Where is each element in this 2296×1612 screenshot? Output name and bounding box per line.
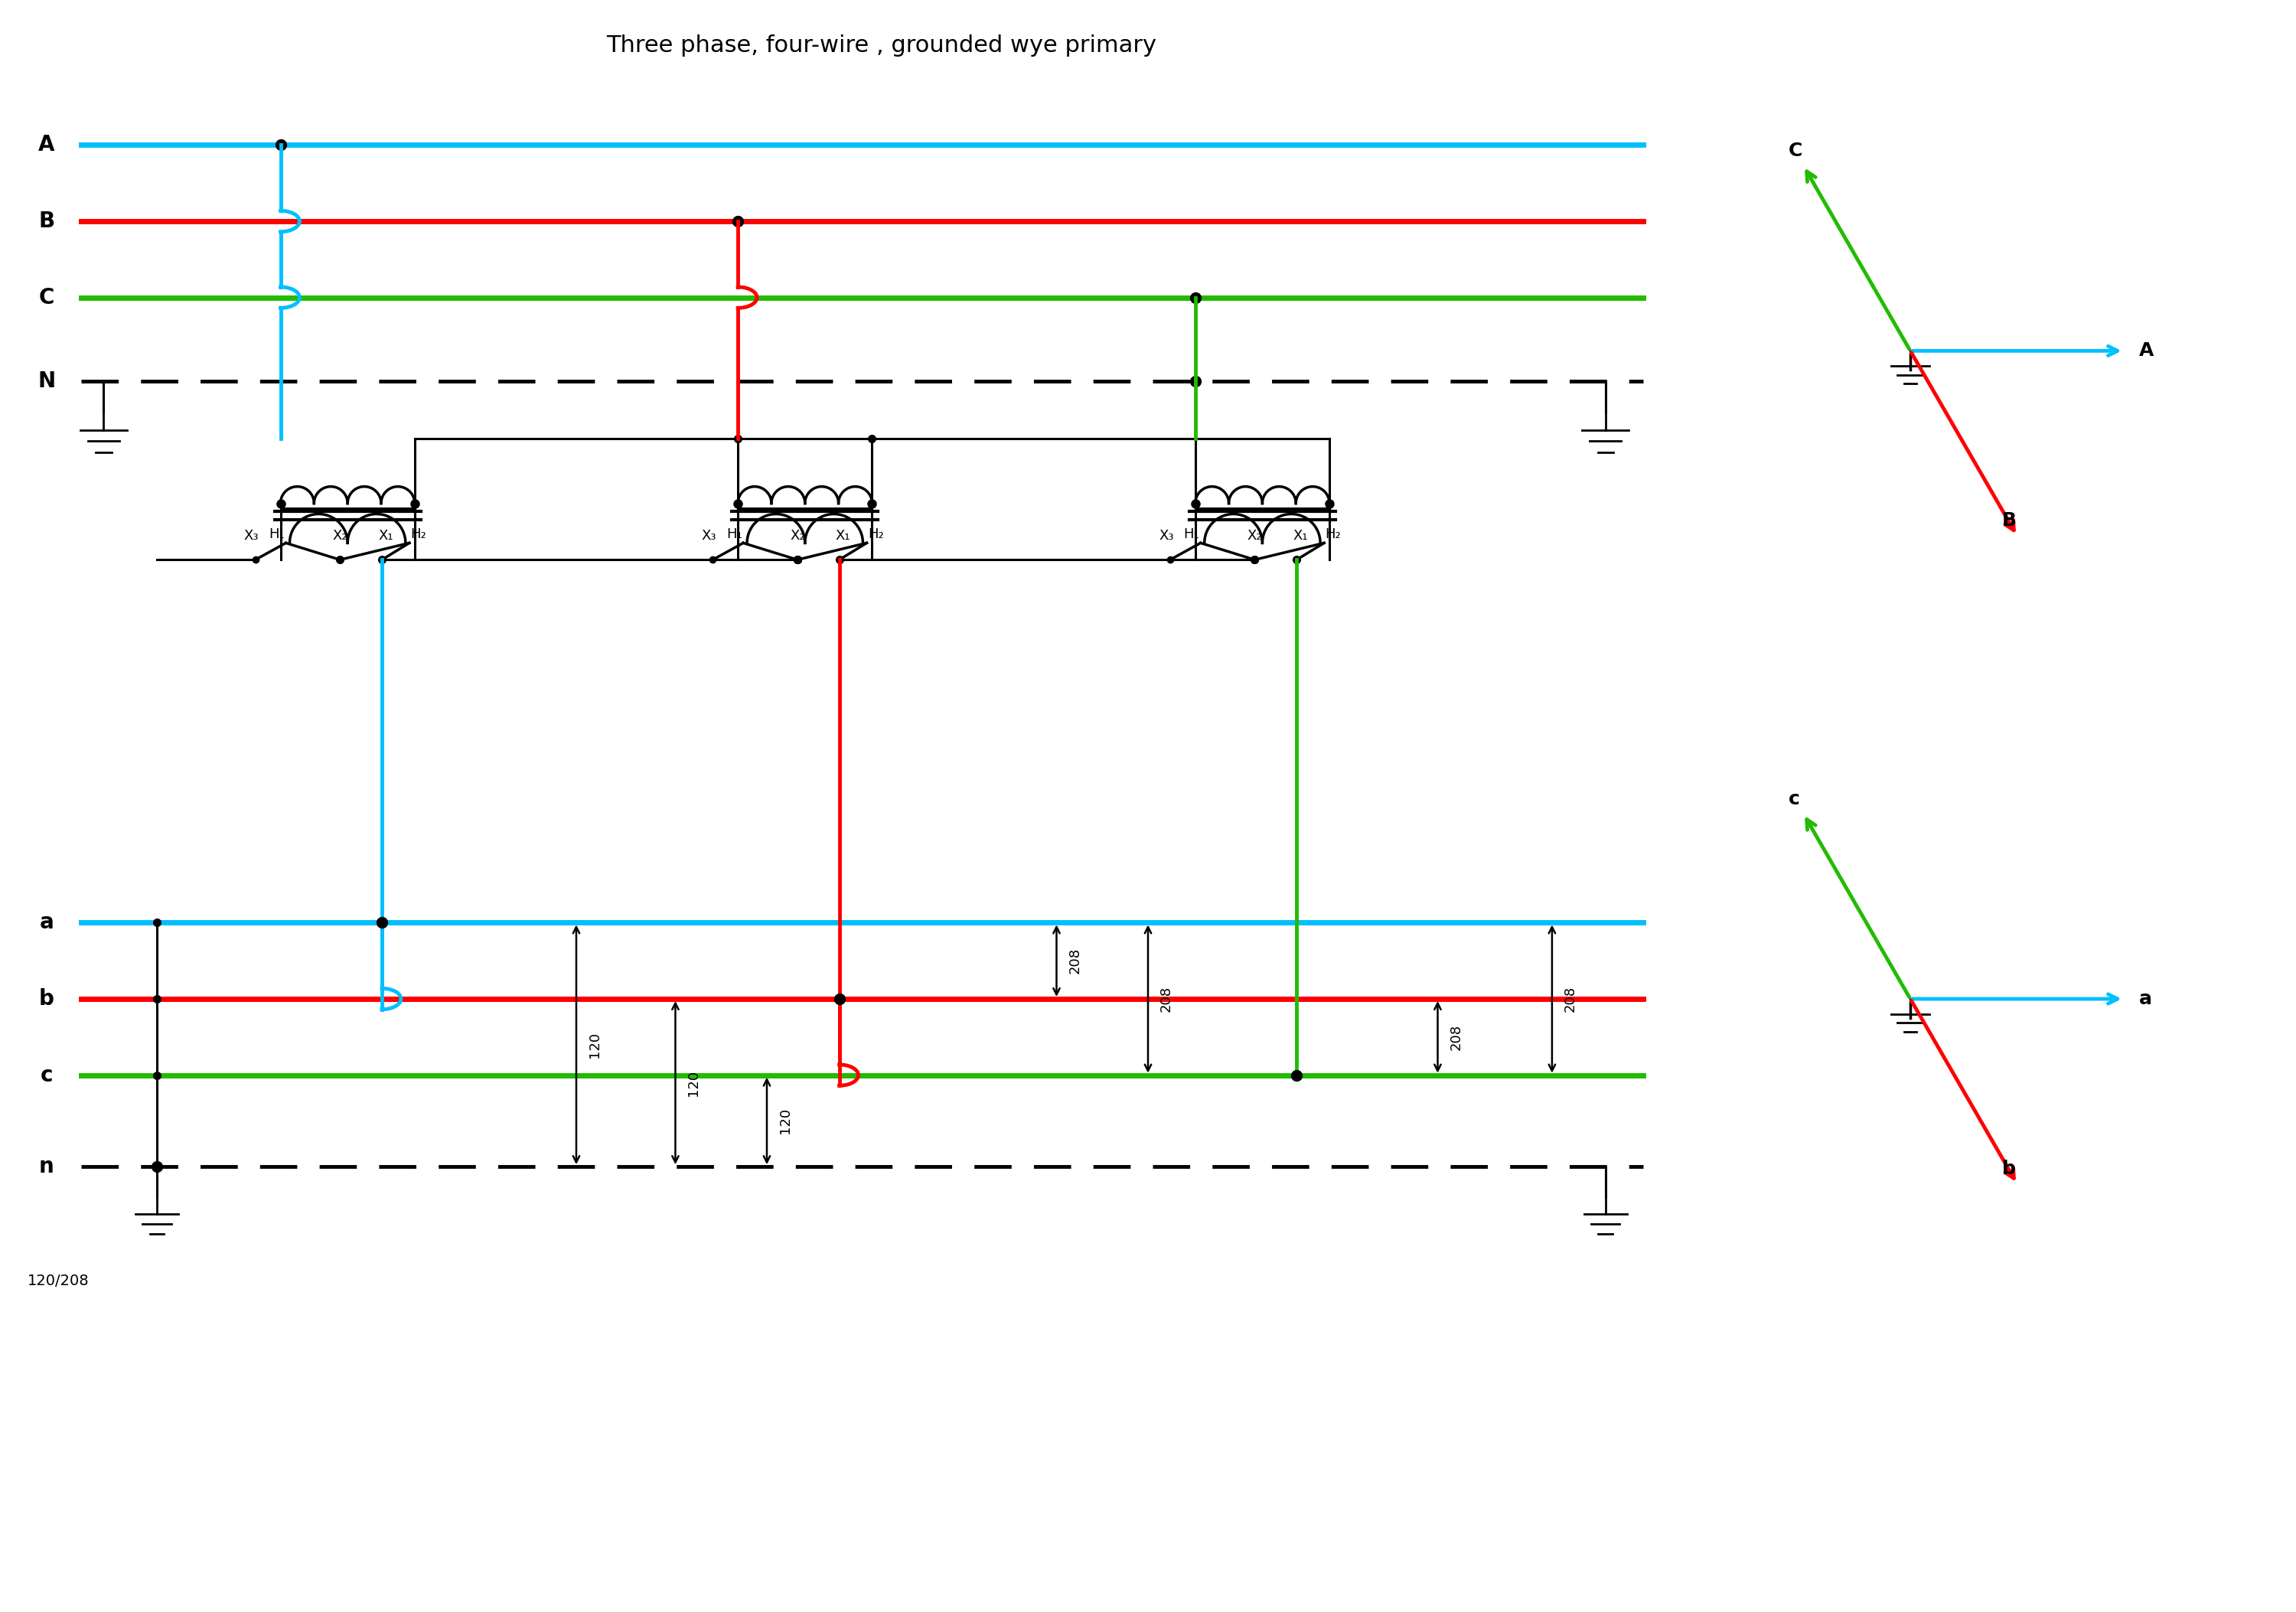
Text: H₁: H₁	[726, 527, 742, 542]
Text: c: c	[1789, 790, 1800, 808]
Text: Three phase, four-wire , grounded wye primary: Three phase, four-wire , grounded wye pr…	[606, 35, 1157, 56]
Text: 208: 208	[1449, 1024, 1463, 1049]
Text: X₂: X₂	[1247, 529, 1263, 543]
Text: b: b	[39, 988, 55, 1009]
Text: N: N	[37, 371, 55, 392]
Text: A: A	[2140, 342, 2154, 359]
Text: B: B	[2002, 511, 2016, 530]
Text: a: a	[39, 912, 53, 933]
Text: X₁: X₁	[836, 529, 850, 543]
Text: 120: 120	[778, 1107, 792, 1133]
Text: H₁: H₁	[1182, 527, 1199, 542]
Text: 120: 120	[588, 1032, 602, 1057]
Text: a: a	[2140, 990, 2151, 1008]
Text: C: C	[39, 287, 55, 308]
Text: C: C	[1789, 142, 1802, 160]
Text: 208: 208	[1564, 987, 1577, 1012]
Text: B: B	[39, 211, 55, 232]
Text: H₂: H₂	[1325, 527, 1341, 542]
Text: H₂: H₂	[411, 527, 427, 542]
Text: b: b	[2002, 1159, 2016, 1178]
Text: X₁: X₁	[379, 529, 393, 543]
Text: 120: 120	[687, 1070, 700, 1096]
Text: X₃: X₃	[703, 529, 716, 543]
Text: X₃: X₃	[243, 529, 259, 543]
Text: H₂: H₂	[868, 527, 884, 542]
Text: X₂: X₂	[333, 529, 347, 543]
Text: 208: 208	[1068, 948, 1081, 974]
Text: X₁: X₁	[1293, 529, 1309, 543]
Text: X₃: X₃	[1159, 529, 1173, 543]
Text: 208: 208	[1159, 987, 1173, 1012]
Text: X₂: X₂	[790, 529, 806, 543]
Text: c: c	[39, 1064, 53, 1086]
Text: A: A	[39, 134, 55, 156]
Text: 120/208: 120/208	[28, 1273, 90, 1288]
Text: H₁: H₁	[269, 527, 285, 542]
Text: n: n	[39, 1156, 55, 1177]
